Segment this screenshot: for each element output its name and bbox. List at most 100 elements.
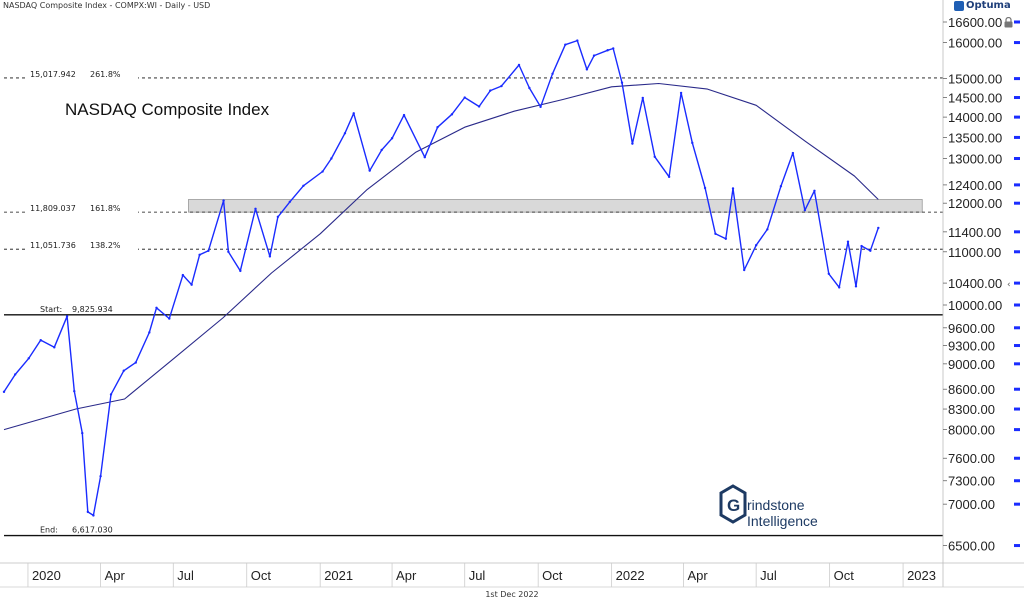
- price-point: [477, 105, 481, 108]
- y-tick-label: 12000.00: [948, 196, 1002, 211]
- level-value-fib-261-8: 15,017.942: [30, 70, 76, 79]
- x-tick-label: Oct: [834, 568, 855, 583]
- optuma-mark-icon: [954, 0, 964, 11]
- brand-name: Optuma: [966, 0, 1011, 11]
- y-tick-marker: [1014, 362, 1020, 366]
- price-point: [489, 89, 492, 92]
- price-point: [766, 228, 769, 231]
- price-point: [2, 390, 6, 394]
- level-label-fib-161-8: 11,809.037 161.8%: [28, 203, 138, 214]
- x-tick-label: 2020: [32, 568, 61, 583]
- x-tick-label: Apr: [687, 568, 708, 583]
- price-point: [742, 268, 746, 272]
- y-tick-marker: [1014, 20, 1020, 24]
- price-point: [423, 156, 426, 159]
- y-tick-marker: [1014, 77, 1020, 81]
- price-point: [190, 283, 193, 286]
- x-tick-label: Oct: [542, 568, 563, 583]
- y-tick-marker: [1014, 135, 1020, 139]
- price-point: [691, 141, 694, 145]
- y-tick-marker: [1014, 407, 1020, 411]
- price-point: [53, 346, 56, 349]
- price-point: [380, 148, 383, 152]
- price-point: [402, 113, 406, 117]
- price-point: [198, 253, 201, 257]
- y-tick-marker: [1014, 201, 1020, 205]
- price-point: [148, 331, 151, 334]
- y-tick-label: 6500.00: [948, 539, 995, 554]
- instrument-header: NASDAQ Composite Index - COMPX:WI - Dail…: [3, 1, 211, 10]
- y-tick-label: 11000.00: [948, 245, 1001, 260]
- level-label-end: End: 6,617.030: [38, 524, 120, 535]
- price-point: [168, 317, 171, 320]
- price-point: [653, 155, 656, 158]
- price-point: [207, 249, 210, 252]
- price-point: [869, 249, 872, 252]
- level-value-fib-138-2: 11,051.736: [30, 241, 76, 250]
- y-tick-label: 13000.00: [948, 152, 1002, 167]
- y-tick-marker: [1014, 326, 1020, 330]
- price-point: [606, 49, 609, 52]
- level-value-start: 9,825.934: [72, 305, 113, 314]
- x-tick-label: 2021: [324, 568, 353, 583]
- level-ratio-fib-261-8: 261.8%: [90, 70, 121, 79]
- grindstone-logo: G rindstone Intelligence: [719, 484, 818, 529]
- y-tick-marker: [1014, 456, 1020, 460]
- y-tick-marker: [1014, 96, 1020, 100]
- price-point: [122, 369, 125, 372]
- price-point: [803, 209, 807, 212]
- price-point: [368, 169, 371, 172]
- price-point: [551, 72, 554, 75]
- price-point: [352, 112, 355, 115]
- grindstone-hexagon-icon: [719, 484, 747, 524]
- price-point: [631, 142, 634, 145]
- x-tick-label: Oct: [251, 568, 272, 583]
- collapse-arrow-icon[interactable]: ‹: [1007, 280, 1011, 290]
- price-point: [813, 189, 816, 192]
- price-point: [791, 151, 795, 155]
- price-point: [73, 389, 76, 393]
- price-point: [539, 105, 542, 109]
- y-tick-marker: [1014, 41, 1020, 45]
- level-label-start: Start: 9,825.934: [38, 303, 120, 314]
- price-point: [620, 81, 624, 84]
- price-point: [239, 269, 242, 273]
- y-tick-label: 15000.00: [948, 72, 1002, 87]
- price-point: [724, 237, 728, 240]
- price-point: [134, 361, 137, 364]
- price-point: [27, 357, 30, 360]
- price-point: [837, 286, 841, 289]
- price-point: [667, 175, 671, 179]
- level-layer: 15,017.942 261.8% 11,809.037 161.8% 11,051.7…: [4, 68, 943, 537]
- y-tick-label: 14000.00: [948, 110, 1002, 125]
- price-point: [390, 137, 394, 140]
- y-tick-label: 9300.00: [948, 339, 995, 354]
- y-tick-marker: [1014, 281, 1020, 285]
- price-point: [827, 272, 831, 275]
- price-point: [585, 68, 589, 71]
- price-point: [268, 255, 272, 258]
- price-point: [846, 240, 850, 243]
- y-tick-label: 8300.00: [948, 402, 995, 417]
- y-tick-marker: [1014, 387, 1020, 391]
- price-point: [254, 207, 257, 211]
- price-point: [500, 84, 503, 88]
- price-point: [302, 184, 305, 187]
- price-point: [564, 43, 567, 46]
- price-point: [528, 86, 531, 90]
- price-point: [321, 170, 324, 173]
- level-ratio-start: Start:: [40, 305, 62, 314]
- level-ratio-fib-161-8: 161.8%: [90, 204, 121, 213]
- level-ratio-end: End:: [40, 526, 58, 535]
- price-point: [877, 226, 880, 230]
- y-tick-label: 7000.00: [948, 497, 995, 512]
- y-tick-label: 14500.00: [948, 91, 1002, 106]
- price-point: [86, 510, 90, 514]
- lock-icon[interactable]: [1004, 17, 1013, 28]
- y-tick-marker: [1014, 115, 1020, 119]
- x-tick-label: Jul: [469, 568, 486, 583]
- price-point: [99, 474, 102, 478]
- chart-date: 1st Dec 2022: [485, 590, 539, 599]
- y-tick-label: 16000.00: [948, 36, 1002, 51]
